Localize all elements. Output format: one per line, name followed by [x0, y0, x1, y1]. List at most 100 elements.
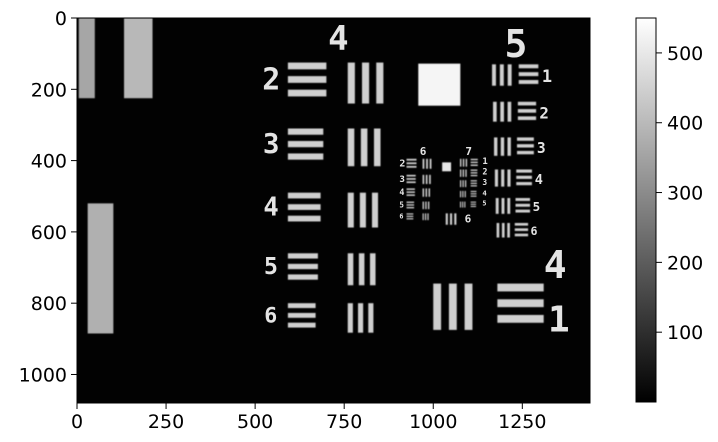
horizontal-bar — [470, 193, 477, 195]
horizontal-bar — [470, 205, 477, 208]
element-label: 4 — [535, 172, 543, 188]
vertical-bar — [429, 174, 431, 185]
horizontal-bar — [515, 209, 531, 213]
vertical-bar — [459, 201, 462, 208]
large-bar — [87, 203, 114, 334]
horizontal-bar — [517, 116, 537, 121]
vertical-bar — [500, 137, 505, 156]
horizontal-bar — [514, 222, 529, 226]
horizontal-bar — [406, 218, 414, 220]
horizontal-bar — [514, 233, 529, 237]
horizontal-bar — [406, 207, 415, 209]
group-label: 6 — [420, 145, 427, 158]
vertical-bar — [507, 198, 511, 214]
horizontal-bar — [470, 164, 478, 166]
horizontal-bar — [470, 174, 478, 177]
horizontal-bar — [406, 188, 415, 190]
vertical-bar — [462, 158, 465, 167]
horizontal-bar — [517, 137, 534, 141]
vertical-bar — [347, 253, 354, 286]
vertical-bar — [347, 128, 355, 167]
vertical-bar — [425, 201, 427, 210]
horizontal-bar — [516, 182, 532, 186]
vertical-bar — [422, 174, 425, 185]
y-tick-label: 800 — [31, 293, 67, 315]
y-tick-label: 0 — [55, 8, 67, 30]
x-tick-label: 500 — [237, 411, 273, 433]
vertical-bar — [428, 188, 431, 197]
vertical-bar — [501, 198, 505, 214]
vertical-bar — [464, 283, 473, 330]
element-label: 6 — [465, 213, 472, 226]
horizontal-bar — [406, 158, 417, 161]
horizontal-bar — [287, 263, 318, 270]
vertical-bar — [369, 253, 376, 286]
vertical-bar — [507, 64, 512, 86]
x-tick-label: 0 — [71, 411, 83, 433]
element-label: 3 — [399, 174, 405, 185]
element-label: 4 — [482, 188, 487, 197]
vertical-bar — [462, 180, 464, 188]
vertical-bar — [347, 62, 355, 104]
horizontal-bar — [470, 190, 477, 193]
x-tick-label: 1000 — [409, 411, 457, 433]
horizontal-bar — [497, 299, 544, 308]
vertical-bar — [425, 188, 428, 197]
horizontal-bar — [497, 283, 544, 292]
vertical-bar — [347, 192, 354, 228]
element-label: 1 — [548, 300, 570, 341]
vertical-bar — [507, 101, 512, 122]
horizontal-bar — [287, 76, 327, 83]
horizontal-bar — [470, 201, 477, 203]
element-label: 6 — [531, 224, 538, 238]
vertical-bar — [433, 283, 442, 330]
horizontal-bar — [287, 312, 316, 318]
white-square — [418, 63, 461, 106]
vertical-bar — [459, 180, 462, 188]
horizontal-bar — [406, 201, 415, 203]
large-bar — [124, 18, 153, 99]
vertical-bar — [462, 201, 464, 208]
vertical-bar — [494, 169, 499, 187]
vertical-bar — [360, 128, 368, 167]
vertical-bar — [495, 198, 499, 214]
vertical-bar — [358, 253, 365, 286]
horizontal-bar — [287, 153, 324, 160]
horizontal-bar — [406, 215, 414, 217]
horizontal-bar — [470, 180, 477, 182]
vertical-bar — [422, 213, 424, 221]
vertical-bar — [427, 213, 429, 221]
horizontal-bar — [518, 72, 539, 77]
vertical-bar — [465, 158, 468, 167]
y-tick-label: 600 — [31, 222, 67, 244]
horizontal-bar — [515, 203, 531, 207]
horizontal-bar — [514, 228, 529, 231]
vertical-bar — [376, 62, 384, 104]
y-tick-label: 1000 — [19, 364, 67, 386]
usaf-target — [78, 18, 544, 334]
horizontal-bar — [518, 64, 539, 69]
horizontal-bar — [518, 80, 539, 84]
colorbar-tick-label: 100 — [667, 322, 703, 344]
x-tick-label: 250 — [148, 411, 184, 433]
vertical-bar — [492, 64, 496, 86]
large-bar — [78, 18, 95, 99]
vertical-bar — [426, 158, 428, 169]
vertical-bar — [422, 158, 425, 169]
horizontal-bar — [287, 192, 321, 199]
element-label: 1 — [482, 157, 487, 167]
vertical-bar — [500, 101, 504, 122]
x-tick-label: 1250 — [498, 411, 546, 433]
horizontal-bar — [470, 161, 478, 164]
vertical-bar — [422, 201, 424, 210]
vertical-bar — [427, 201, 430, 210]
element-label: 2 — [399, 159, 405, 170]
element-label: 2 — [262, 62, 280, 97]
vertical-bar — [501, 222, 505, 238]
vertical-bar — [424, 213, 427, 221]
element-label: 2 — [539, 103, 549, 122]
vertical-bar — [358, 303, 364, 333]
horizontal-bar — [287, 274, 318, 280]
horizontal-bar — [470, 158, 478, 161]
horizontal-bar — [406, 204, 415, 206]
